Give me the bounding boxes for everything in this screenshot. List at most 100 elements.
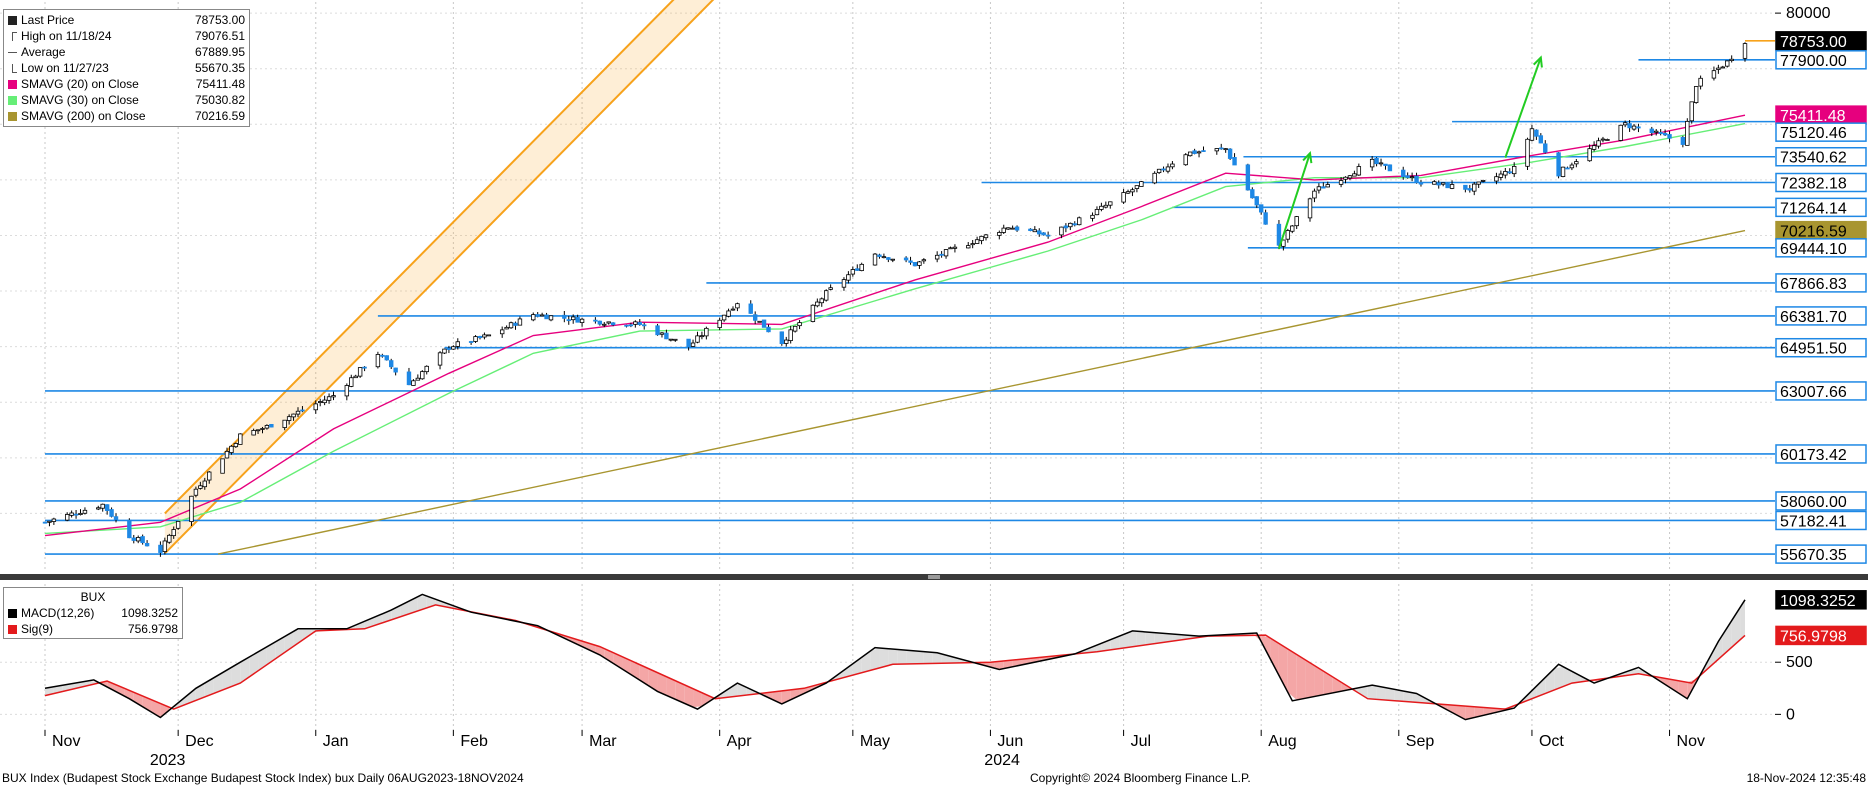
candle-up [1077, 217, 1082, 226]
candle-up [437, 352, 443, 366]
macd-lines [44, 593, 1746, 721]
candle-down [468, 341, 474, 343]
value-tag: 64951.50 [1775, 337, 1867, 358]
candle-down [575, 317, 580, 323]
candle-up [207, 471, 212, 481]
legend-label: Sig(9) [21, 622, 54, 636]
candle-up [788, 329, 793, 341]
candle-up [202, 480, 207, 488]
value-tag: 66381.70 [1775, 306, 1867, 326]
value-tag-label: 78753.00 [1780, 34, 1847, 51]
legend-label: SMAVG (20) on Close [21, 77, 139, 91]
candle-up [1307, 198, 1313, 219]
candle-down [748, 303, 753, 314]
price-grid [0, 2, 1775, 569]
value-tag: 55670.35 [1775, 544, 1867, 564]
value-tag: 71264.14 [1775, 197, 1867, 217]
candle-down [362, 366, 367, 369]
candle-down [1201, 150, 1206, 152]
value-tag-label: 69444.10 [1780, 241, 1847, 258]
candle-up [291, 413, 296, 418]
candle-up [264, 425, 270, 429]
legend-swatch [8, 79, 17, 89]
candle-up [238, 433, 243, 445]
candle-up [797, 322, 802, 327]
x-tick-label: Dec [185, 733, 213, 750]
macd-fill-segment [897, 649, 907, 665]
candle-up [504, 326, 509, 330]
candle-down [1245, 164, 1251, 191]
macd-fill-segment [613, 652, 623, 669]
candle-up [1472, 183, 1477, 192]
low-marker-icon [12, 63, 17, 73]
macd-fill-segment [888, 648, 898, 666]
macd-fill-segment [302, 628, 312, 641]
candle-up [966, 245, 971, 249]
candle-up [251, 430, 256, 436]
candle-down [593, 319, 598, 322]
moving-averages [44, 114, 1746, 555]
candle-up [1010, 227, 1015, 230]
macd-value-tags: 1098.3252 756.9798 [1775, 590, 1867, 645]
value-tag: 78753.00 [1775, 31, 1867, 51]
candle-down [1405, 175, 1410, 178]
candle-up [1498, 173, 1504, 178]
candle-down [664, 332, 669, 340]
candle-down [1507, 171, 1512, 174]
candle-up [1183, 154, 1188, 166]
candle-up [1285, 230, 1291, 240]
candle-up [220, 458, 225, 474]
candle-up [1525, 138, 1530, 167]
candle-down [1662, 133, 1668, 136]
macd-fill-segment [1314, 665, 1324, 697]
candle-up [983, 234, 989, 239]
macd-fill-segment [1394, 689, 1404, 702]
panel-divider[interactable] [0, 574, 1868, 580]
candle-up [162, 540, 168, 552]
macd-fill-segment [675, 680, 685, 704]
macd-fill-segment [684, 684, 694, 708]
candle-down [158, 544, 163, 553]
value-tag-box [1775, 306, 1867, 326]
macd-fill-segment [1172, 634, 1182, 642]
value-tag-box [1775, 381, 1867, 401]
macd-fill-segment [648, 668, 658, 692]
candle-up [952, 246, 958, 249]
candle-up [970, 243, 975, 246]
price-legend: Last Price 78753.00 High on 11/18/24 790… [3, 9, 250, 127]
candle-up [167, 534, 172, 543]
legend-item-sma20: SMAVG (20) on Close 75411.48 [8, 76, 245, 92]
horizontal-levels [45, 40, 1775, 555]
candle-up [721, 314, 727, 321]
candle-up [1005, 227, 1011, 230]
legend-value: 70216.59 [194, 109, 245, 123]
candle-down [908, 260, 913, 263]
macd-fill-segment [657, 672, 667, 696]
macd-legend-title: BUX [8, 589, 178, 605]
candle-up [704, 327, 709, 337]
candle-up [451, 346, 456, 350]
macd-fill-segment [870, 647, 880, 671]
value-tag-box [1775, 31, 1867, 51]
candle-down [1436, 182, 1441, 186]
value-tag-box [1775, 273, 1867, 293]
candle-up [1090, 214, 1095, 219]
candle-down [761, 319, 767, 328]
candle-up [175, 521, 181, 529]
x-tick-label: Nov [52, 733, 80, 750]
x-tick-label: Mar [589, 733, 617, 750]
legend-value: 75030.82 [194, 93, 245, 107]
macd-fill-segment [1554, 666, 1564, 691]
candle-up [1654, 130, 1659, 133]
candle-up [51, 518, 57, 522]
candle-down [624, 324, 629, 327]
macd-fill-segment [1474, 706, 1484, 718]
macd-fill-segment [790, 688, 800, 700]
macd-fill-segment [1563, 666, 1572, 687]
candle-up [659, 332, 665, 335]
legend-label: High on 11/18/24 [21, 29, 112, 43]
candle-up [424, 365, 429, 373]
candle-down [131, 537, 136, 541]
candle-up [539, 314, 545, 317]
